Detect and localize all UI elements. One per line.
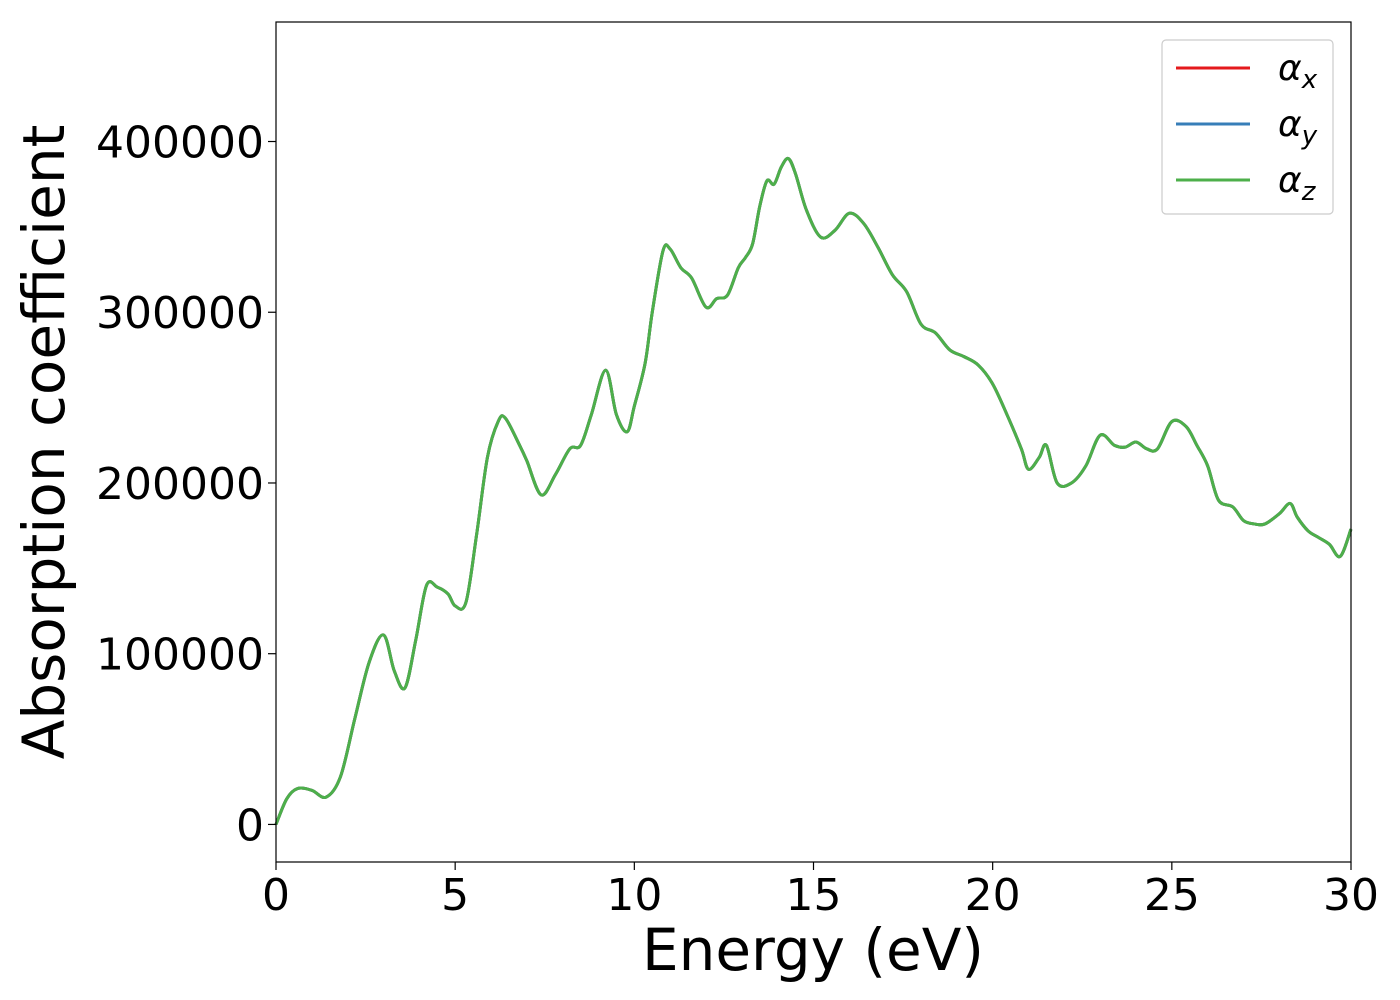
x-tick-label: 5 <box>441 870 469 921</box>
y-tick-label: 300000 <box>96 288 264 339</box>
x-tick-label: 20 <box>965 870 1021 921</box>
series-line-alpha-z <box>274 156 1353 826</box>
y-tick-label: 400000 <box>96 118 264 169</box>
y-tick-label: 200000 <box>96 459 264 510</box>
x-tick-label: 15 <box>786 870 842 921</box>
y-tick-label: 0 <box>236 800 264 851</box>
x-tick-label: 30 <box>1323 870 1379 921</box>
legend-label-alpha-x: αx <box>1278 48 1318 95</box>
legend-label-alpha-y: αy <box>1278 104 1318 151</box>
x-tick-label: 0 <box>262 870 290 921</box>
y-tick-label: 100000 <box>96 630 264 681</box>
y-axis-label: Absorption coefficient <box>10 125 78 760</box>
series-layer <box>274 156 1353 826</box>
x-tick-label: 25 <box>1144 870 1200 921</box>
x-axis-label: Energy (eV) <box>642 916 984 984</box>
x-axis-ticks: 0 5 10 15 20 25 30 <box>262 862 1379 921</box>
legend-box <box>1161 39 1334 215</box>
y-axis-ticks: 0 100000 200000 300000 400000 <box>96 118 276 851</box>
x-tick-label: 10 <box>606 870 662 921</box>
